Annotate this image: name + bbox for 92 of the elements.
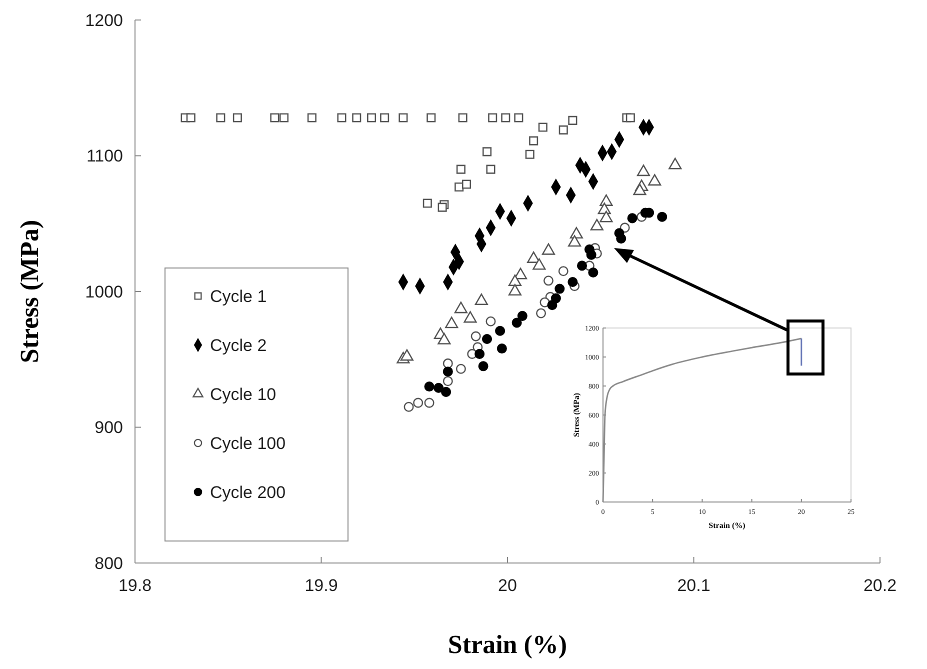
point (636, 164, 650, 176)
point (454, 302, 468, 314)
point (554, 284, 565, 294)
point (456, 364, 466, 374)
point (413, 398, 424, 408)
point (558, 266, 568, 276)
point (496, 344, 507, 354)
point (543, 276, 554, 286)
y-tick-label: 1000 (85, 282, 123, 302)
point (568, 235, 582, 247)
legend-label: Cycle 1 (210, 286, 267, 306)
point (441, 386, 452, 397)
legend-label: Cycle 10 (210, 384, 276, 404)
point (434, 382, 444, 393)
point (586, 250, 596, 260)
point (633, 184, 646, 196)
point (495, 326, 506, 336)
y-tick-label: 1100 (86, 146, 123, 166)
point (279, 113, 289, 122)
point (576, 260, 588, 271)
point (400, 349, 414, 361)
point (482, 334, 492, 344)
y-tick-label: 1200 (85, 10, 123, 30)
point (536, 308, 546, 318)
point (464, 311, 477, 323)
point (445, 316, 458, 328)
point (547, 300, 558, 310)
x-tick-label: 20 (498, 576, 517, 595)
legend-label: Cycle 2 (210, 336, 267, 355)
point (474, 348, 485, 359)
point (426, 113, 436, 122)
point (568, 276, 578, 288)
point (525, 150, 534, 159)
point (352, 113, 362, 122)
point (626, 113, 635, 122)
point (648, 174, 662, 186)
point (538, 122, 548, 132)
point (398, 113, 408, 122)
point (558, 125, 568, 134)
point (588, 267, 598, 278)
point (470, 331, 481, 342)
x-axis-title: Strain (%) (448, 630, 568, 659)
point (508, 284, 522, 296)
point (404, 402, 414, 412)
point (424, 382, 434, 392)
point (600, 210, 613, 222)
point (501, 113, 510, 122)
point (529, 136, 538, 146)
y-axis-title: Stress (MPa) (15, 220, 44, 364)
point (474, 294, 488, 306)
point (478, 361, 488, 372)
point (462, 180, 472, 189)
point (367, 113, 376, 122)
point (568, 116, 578, 125)
point (488, 113, 498, 122)
point (532, 258, 546, 270)
point (424, 398, 434, 408)
x-tick-label: 19.8 (118, 576, 152, 595)
point (456, 164, 466, 174)
point (514, 113, 524, 122)
point (442, 358, 453, 368)
x-tick-label: 19.9 (304, 576, 338, 595)
point (337, 113, 346, 122)
point (422, 198, 432, 208)
point (458, 113, 468, 122)
point (438, 202, 447, 212)
point (486, 316, 496, 326)
legend-label: Cycle 100 (210, 434, 286, 453)
point (514, 268, 528, 280)
point (232, 113, 242, 122)
y-tick-label: 800 (94, 554, 123, 573)
point (616, 234, 626, 244)
x-axis-title: Strain (%) (708, 521, 746, 530)
point (442, 366, 453, 377)
point (216, 113, 226, 122)
x-tick-label: 20.1 (677, 576, 710, 595)
point (486, 164, 496, 174)
y-tick-label: 900 (94, 418, 123, 438)
point (508, 274, 522, 286)
point (627, 213, 638, 224)
point (307, 113, 316, 122)
point (482, 147, 492, 156)
point (186, 113, 196, 122)
y-axis-title: Stress (MPa) (572, 392, 581, 438)
point (442, 376, 453, 386)
point (380, 113, 390, 122)
x-tick-label: 20.2 (863, 576, 897, 595)
point (270, 113, 280, 122)
point (517, 310, 528, 321)
legend-label: Cycle 200 (210, 482, 286, 502)
point (512, 318, 522, 328)
point (657, 212, 668, 222)
